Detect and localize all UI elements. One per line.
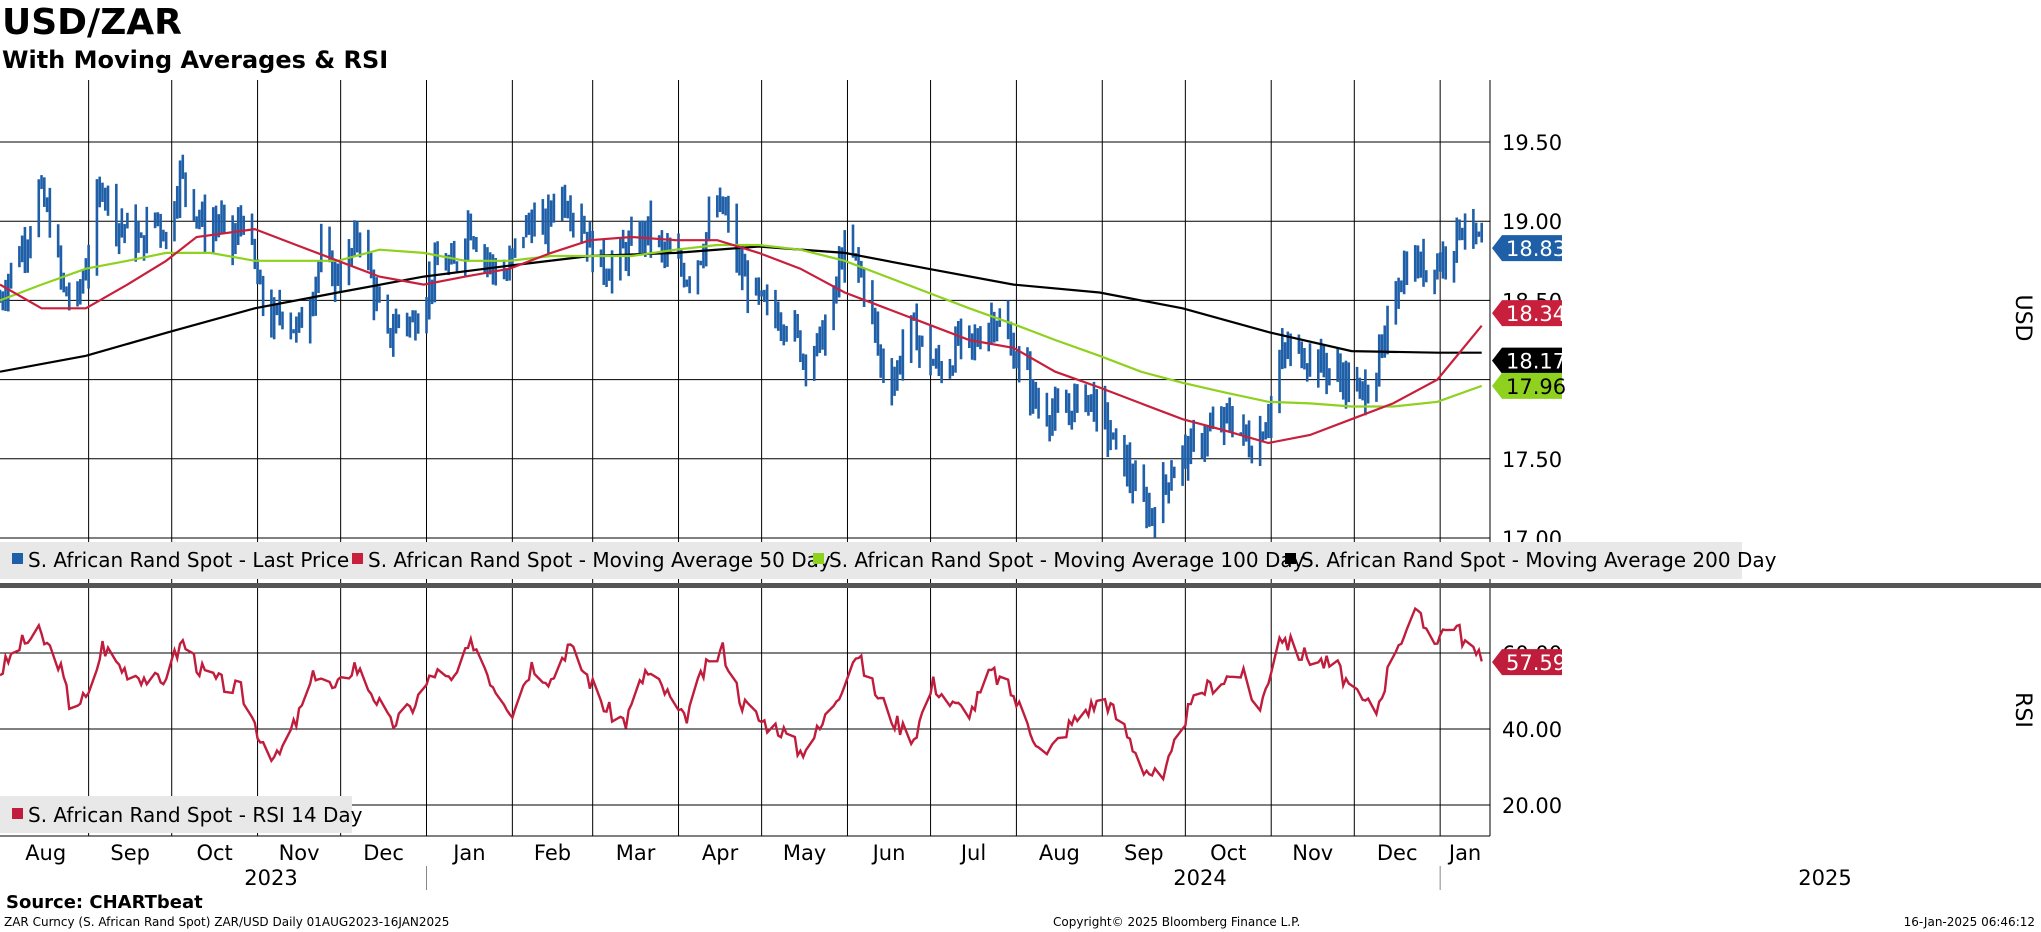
rsi-axis-title: RSI [2010, 692, 2035, 728]
legend-swatch [352, 553, 363, 564]
legend-label: S. African Rand Spot - RSI 14 Day [28, 803, 363, 827]
ma100-badge-bg [1492, 372, 1562, 399]
legend-label: S. African Rand Spot - Moving Average 20… [1301, 548, 1777, 572]
ma100-line [0, 243, 1483, 408]
legend-swatch [1285, 553, 1296, 564]
month-tick-label: Aug [25, 841, 66, 865]
price-tick-label: 19.50 [1502, 131, 1562, 155]
month-tick-label: Feb [534, 841, 571, 865]
ma200-badge: 18.17 [1506, 350, 1566, 374]
month-tick-label: Dec [363, 841, 404, 865]
legend-swatch [813, 553, 824, 564]
timestamp-label: 16-Jan-2025 06:46:12 [1903, 915, 2035, 929]
last-price-badge: 18.83 [1506, 237, 1566, 261]
price-legend-bg [0, 542, 1742, 579]
month-tick-label: Oct [196, 841, 232, 865]
ma200-line [0, 245, 1482, 373]
price-bars [0, 154, 1483, 538]
month-tick-label: Sep [110, 841, 150, 865]
month-tick-label: Apr [702, 841, 739, 865]
last-price-badge-bg [1492, 235, 1562, 262]
rsi-legend: S. African Rand Spot - RSI 14 Day [0, 796, 363, 833]
month-tick-label: Jun [871, 841, 906, 865]
rsi-badge-bg [1492, 649, 1562, 676]
price-tick-label: 19.00 [1502, 210, 1562, 234]
legend-label: S. African Rand Spot - Last Price [28, 548, 349, 572]
year-tick-label: 2024 [1173, 866, 1226, 890]
page-title: USD/ZAR [2, 2, 182, 43]
rsi-legend-bg [0, 796, 352, 833]
legend-label: S. African Rand Spot - Moving Average 10… [829, 548, 1305, 572]
month-tick-label: Jan [451, 841, 485, 865]
year-tick-label: 2025 [1798, 866, 1851, 890]
month-tick-label: Nov [279, 841, 320, 865]
month-tick-label: May [783, 841, 826, 865]
page-subtitle: With Moving Averages & RSI [2, 46, 389, 74]
copyright-label: Copyright© 2025 Bloomberg Finance L.P. [1053, 915, 1301, 929]
ma50-badge-bg [1492, 300, 1562, 327]
legend-swatch [12, 808, 23, 819]
rsi-line [0, 606, 1483, 782]
price-tick-label: 17.50 [1502, 448, 1562, 472]
ma50-line [0, 227, 1483, 445]
rsi-badge: 57.59 [1506, 651, 1566, 675]
ma100-badge: 17.96 [1506, 375, 1566, 399]
rsi-tick-label: 40.00 [1502, 718, 1562, 742]
grid-lines [0, 80, 1490, 836]
price-legend: S. African Rand Spot - Last Price S. Afri… [0, 542, 1777, 579]
year-tick-label: 2023 [244, 866, 297, 890]
month-tick-label: Oct [1210, 841, 1246, 865]
panel-divider [0, 583, 2041, 588]
ticker-info: ZAR Curncy (S. African Rand Spot) ZAR/US… [4, 915, 450, 929]
month-tick-label: Mar [616, 841, 656, 865]
legend-label: S. African Rand Spot - Moving Average 50… [368, 548, 831, 572]
month-tick-label: Sep [1124, 841, 1164, 865]
ma200-badge-bg [1492, 347, 1562, 374]
month-tick-label: Nov [1292, 841, 1333, 865]
legend-swatch [12, 553, 23, 564]
price-axis-title: USD [2010, 294, 2035, 341]
month-tick-label: Jan [1447, 841, 1481, 865]
month-tick-label: Dec [1377, 841, 1418, 865]
month-tick-label: Aug [1039, 841, 1080, 865]
source-label: Source: CHARTbeat [6, 892, 203, 913]
rsi-tick-label: 20.00 [1502, 794, 1562, 818]
ma50-badge: 18.34 [1506, 302, 1566, 326]
month-tick-label: Jul [959, 841, 986, 865]
